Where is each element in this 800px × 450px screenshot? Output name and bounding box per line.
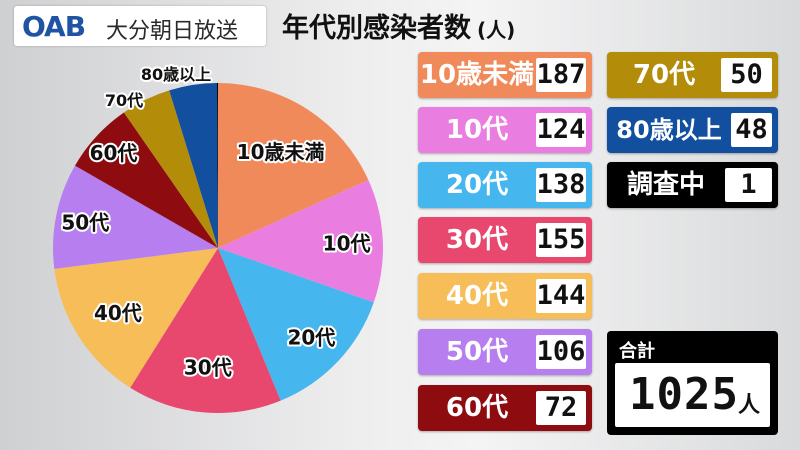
logo-mark: OAB <box>22 10 86 43</box>
pie-slice <box>218 83 369 248</box>
legend-item-10s: 10代 124 <box>418 107 592 153</box>
pie-slice <box>169 83 218 248</box>
pie-slice <box>123 90 218 248</box>
legend-label: 50代 <box>445 337 509 367</box>
total-unit: 人 <box>737 393 760 418</box>
legend-value: 187 <box>536 58 586 92</box>
chart-title-unit: (人) <box>477 18 516 42</box>
pie-label: 50代 <box>61 210 109 234</box>
legend-item-50s: 50代 106 <box>418 329 592 375</box>
legend-value: 144 <box>536 279 586 313</box>
legend-item-30s: 30代 155 <box>418 217 592 263</box>
pie-label: 70代 <box>105 91 143 110</box>
legend-value: 124 <box>536 113 586 147</box>
pie-slice <box>54 248 218 388</box>
legend-label: 20代 <box>445 170 509 200</box>
legend-item-40s: 40代 144 <box>418 273 592 319</box>
legend-value: 155 <box>536 223 586 257</box>
legend-label: 70代 <box>632 60 696 90</box>
legend-label: 60代 <box>445 393 509 423</box>
total-value-panel: 1025 人 <box>615 363 770 427</box>
legend-item-under-investigation: 調査中 1 <box>607 162 778 208</box>
total-box: 合計 1025 人 <box>607 331 778 435</box>
chart-title-text: 年代別感染者数 <box>282 13 471 44</box>
pie-label: 10代 <box>323 231 371 255</box>
total-label: 合計 <box>619 341 655 362</box>
legend-item-60s: 60代 72 <box>418 385 592 431</box>
pie-label: 30代 <box>184 355 232 379</box>
pie-slice <box>218 248 374 401</box>
legend-label: 30代 <box>445 225 509 255</box>
header-bar: OAB 大分朝日放送 年代別感染者数 (人) <box>0 0 800 50</box>
legend-item-70s: 70代 50 <box>607 52 778 98</box>
pie-label: 80歳以上 <box>141 65 211 84</box>
pie-labels: 10歳未満 10代 20代 30代 40代 50代 60代 70代 80歳以上 <box>59 63 372 381</box>
legend-label: 80歳以上 <box>616 116 722 144</box>
logo-text: 大分朝日放送 <box>106 19 239 44</box>
pie-slice <box>218 180 383 303</box>
pie-label: 60代 <box>90 141 138 165</box>
legend-value: 106 <box>536 335 586 369</box>
legend-label: 調査中 <box>626 170 705 200</box>
legend-item-20s: 20代 138 <box>418 162 592 208</box>
legend-value: 138 <box>536 168 586 202</box>
legend-value: 72 <box>536 391 586 425</box>
legend-label: 40代 <box>445 281 509 311</box>
legend-label: 10代 <box>445 115 509 145</box>
pie-label: 20代 <box>287 326 335 350</box>
legend-item-under10: 10歳未満 187 <box>418 52 592 98</box>
broadcaster-logo: OAB 大分朝日放送 <box>14 6 266 46</box>
pie-slice <box>130 248 281 414</box>
total-value: 1025 <box>629 369 739 420</box>
legend-value: 50 <box>721 58 772 92</box>
pie-slices <box>52 82 383 414</box>
pie-slice <box>216 82 218 248</box>
legend-value: 48 <box>731 113 772 147</box>
legend-item-80plus: 80歳以上 48 <box>607 107 778 153</box>
pie-label: 10歳未満 <box>237 140 325 164</box>
pie-chart: 10歳未満 10代 20代 30代 40代 50代 60代 70代 80歳以上 <box>52 63 383 414</box>
legend-value: 1 <box>725 168 772 202</box>
pie-slice <box>75 112 219 249</box>
chart-title: 年代別感染者数 (人) <box>282 6 515 45</box>
pie-slice <box>52 165 218 269</box>
pie-label: 40代 <box>94 301 142 325</box>
legend-label: 10歳未満 <box>419 60 535 90</box>
